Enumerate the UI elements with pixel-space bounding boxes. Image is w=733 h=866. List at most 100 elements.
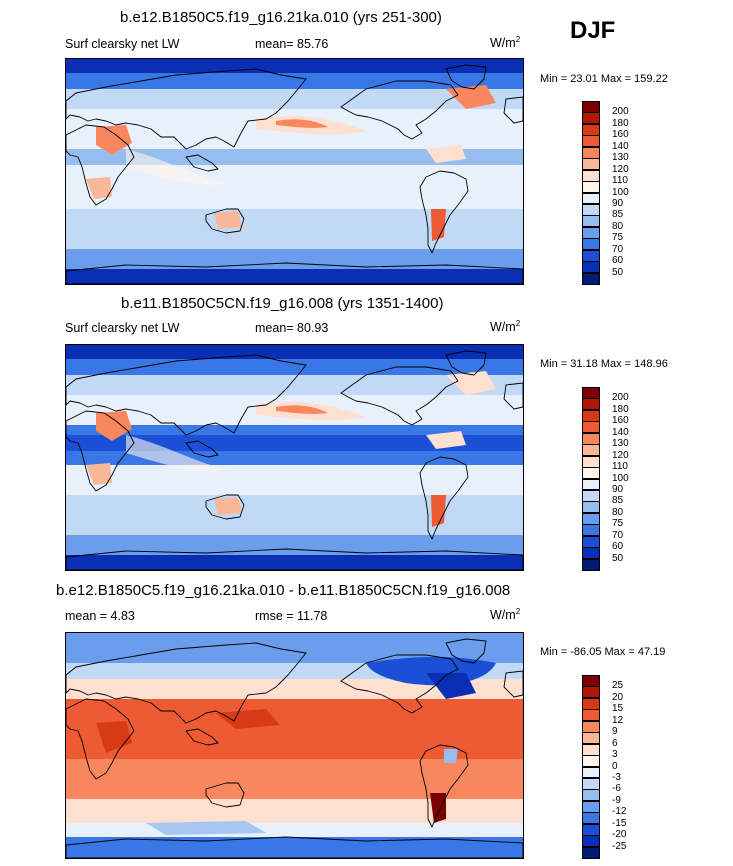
panel-2-variable-label: Surf clearsky net LW — [65, 321, 180, 335]
panel-2-title: b.e11.B1850C5CN.f19_g16.008 (yrs 1351-14… — [121, 295, 444, 312]
colorbar-tick-label: 75 — [612, 232, 624, 244]
coastline — [340, 366, 459, 426]
panel-2-mean: mean= 80.93 — [255, 321, 329, 335]
colorbar-tick-label: 160 — [612, 415, 629, 427]
colorbar-swatch — [582, 398, 600, 411]
colorbar-swatch — [582, 455, 600, 468]
colorbar-tick-label: 9 — [612, 726, 618, 738]
coastline — [340, 80, 459, 140]
colorbar-swatch — [582, 777, 600, 790]
colorbar-tick-label: 60 — [612, 541, 624, 553]
colorbar-tick-label: 160 — [612, 129, 629, 141]
colorbar-tick-label: 90 — [612, 483, 624, 495]
colorbar-swatch — [582, 101, 600, 113]
colorbar-swatch — [582, 720, 600, 733]
colorbar-swatch — [582, 800, 600, 813]
panel-3-map — [65, 632, 524, 859]
colorbar-swatch — [582, 535, 600, 548]
colorbar-tick-label: -25 — [612, 840, 627, 852]
panel-2-minmax: Min = 31.18 Max = 148.96 — [540, 358, 668, 370]
colorbar-tick-label: -12 — [612, 806, 627, 818]
coastline — [66, 68, 307, 150]
colorbar-tick-label: -6 — [612, 783, 621, 795]
colorbar-swatch — [582, 512, 600, 525]
colorbar-tick-label: 130 — [612, 152, 629, 164]
panel-3-units: W/m2 — [490, 607, 521, 623]
coastline — [419, 170, 469, 254]
coastline — [66, 836, 523, 858]
coastline — [66, 698, 135, 780]
colorbar-tick-label: 12 — [612, 714, 624, 726]
colorbar-tick-label: 0 — [612, 760, 618, 772]
colorbar-tick-label: 120 — [612, 163, 629, 175]
colorbar-swatch — [582, 421, 600, 434]
colorbar-tick-label: 3 — [612, 749, 618, 761]
colorbar-tick-label: 75 — [612, 518, 624, 530]
colorbar-tick-label: 120 — [612, 449, 629, 461]
colorbar-swatch — [582, 249, 600, 262]
season-label: DJF — [570, 17, 616, 44]
colorbar-swatch — [582, 743, 600, 756]
coastline — [66, 124, 135, 206]
panel-3-title: b.e12.B1850C5.f19_g16.21ka.010 - b.e11.B… — [56, 582, 511, 599]
colorbar-tick-label: 70 — [612, 529, 624, 541]
colorbar-tick-label: 130 — [612, 438, 629, 450]
coastline — [185, 440, 219, 458]
colorbar-swatch — [582, 467, 600, 479]
colorbar-tick-label: 140 — [612, 426, 629, 438]
panel-1-variable-label: Surf clearsky net LW — [65, 37, 180, 51]
colorbar-tick-label: 110 — [612, 175, 628, 187]
panel-3-rmse: rmse = 11.78 — [255, 609, 328, 623]
colorbar-tick-label: 100 — [612, 472, 629, 484]
colorbar-swatch — [582, 686, 600, 699]
colorbar-tick-label: 60 — [612, 255, 624, 267]
coastline — [66, 548, 523, 570]
colorbar-swatch — [582, 169, 600, 182]
colorbar-swatch — [582, 215, 600, 228]
colorbar-tick-label: 20 — [612, 691, 624, 703]
colorbar-swatch — [582, 432, 600, 445]
colorbar-swatch — [582, 203, 600, 216]
colorbar-swatch — [582, 547, 600, 560]
colorbar-tick-label: 140 — [612, 140, 629, 152]
colorbar-swatch — [582, 524, 600, 537]
colorbar-tick-label: 90 — [612, 197, 624, 209]
colorbar-tick-label: -9 — [612, 794, 621, 806]
panel-1-map — [65, 58, 524, 285]
coastline — [419, 744, 469, 828]
colorbar-swatch — [582, 709, 600, 722]
colorbar-tick-label: 180 — [612, 117, 629, 129]
panel-3-minmax: Min = -86.05 Max = 47.19 — [540, 646, 666, 658]
colorbar-swatch — [582, 226, 600, 239]
colorbar-swatch — [582, 181, 600, 193]
coastline — [185, 154, 219, 172]
colorbar-swatch — [582, 789, 600, 802]
coastline — [66, 642, 307, 724]
colorbar-tick-label: 50 — [612, 266, 624, 278]
coastline — [419, 456, 469, 540]
panel-2-units: W/m2 — [490, 319, 521, 335]
coastline — [205, 208, 245, 234]
panel-2-colorbar — [582, 387, 600, 571]
panel-1-colorbar — [582, 101, 600, 285]
colorbar-tick-label: 85 — [612, 495, 624, 507]
coastline — [185, 728, 219, 746]
colorbar-tick-label: 70 — [612, 243, 624, 255]
colorbar-swatch — [582, 409, 600, 422]
colorbar-swatch — [582, 697, 600, 710]
colorbar-tick-label: -15 — [612, 817, 627, 829]
colorbar-swatch — [582, 755, 600, 767]
coastline — [445, 350, 487, 376]
colorbar-tick-label: -20 — [612, 829, 627, 841]
colorbar-swatch — [582, 146, 600, 159]
colorbar-tick-label: 85 — [612, 209, 624, 221]
colorbar-swatch — [582, 501, 600, 514]
colorbar-swatch — [582, 272, 600, 285]
colorbar-swatch — [582, 478, 600, 491]
coastline — [340, 654, 459, 714]
colorbar-swatch — [582, 732, 600, 745]
coastline — [503, 382, 523, 410]
colorbar-swatch — [582, 444, 600, 457]
coastline — [503, 96, 523, 124]
colorbar-swatch — [582, 192, 600, 205]
